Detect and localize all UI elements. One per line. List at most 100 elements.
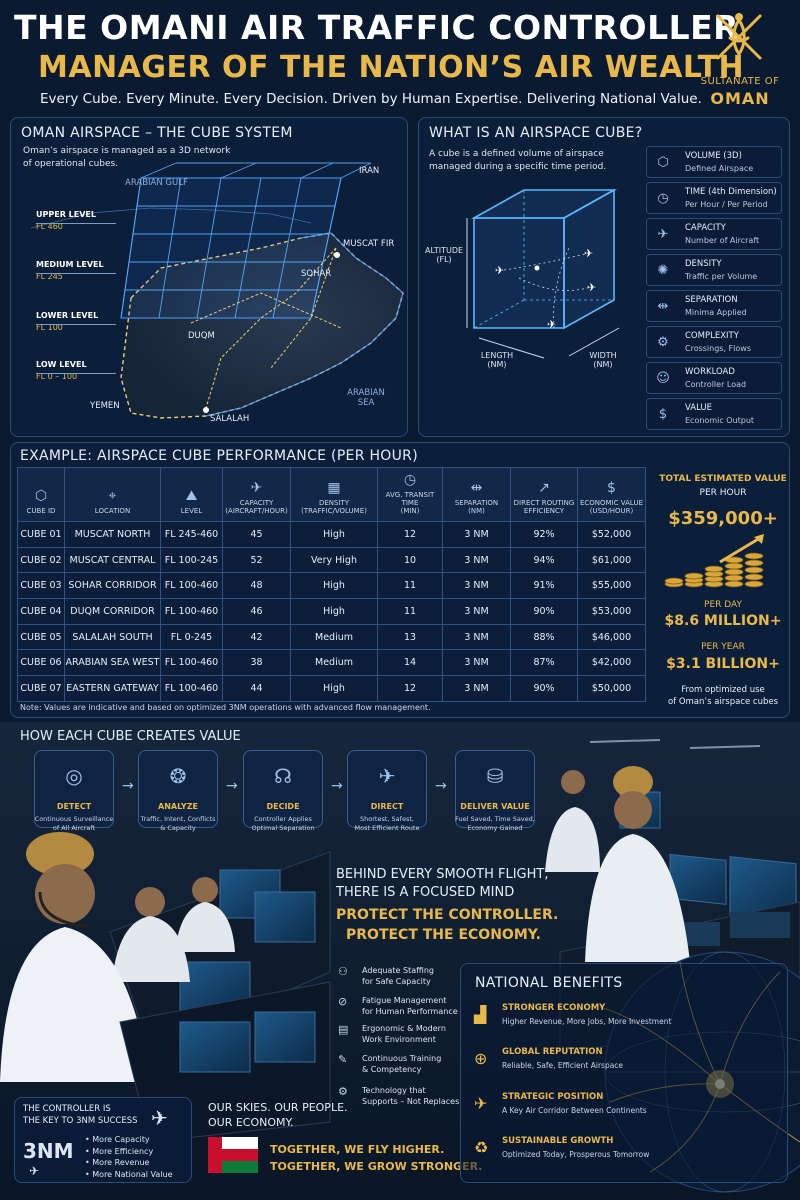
process-step-2: ❂ (138, 750, 218, 828)
process-title: HOW EACH CUBE CREATES VALUE (20, 729, 241, 744)
value-per-year: $3.1 BILLION+ (666, 656, 780, 672)
table-cell: FL 100-460 (160, 649, 223, 677)
process-step-4: ✈ (347, 750, 427, 828)
table-cell: 13 (377, 623, 443, 651)
table-cell: 87% (510, 649, 578, 677)
table-cell: 88% (510, 623, 578, 651)
value-per-day: $8.6 MILLION+ (664, 613, 782, 629)
table-cell: SALALAH SOUTH (64, 623, 161, 651)
key-title-1: THE CONTROLLER IS (23, 1104, 111, 1114)
table-cell: $53,000 (577, 598, 646, 625)
iran-label: IRAN (359, 166, 380, 176)
property-3: ✈ CAPACITY Number of Aircraft (646, 218, 782, 250)
level-low: LOW LEVEL FL 0 – 100 (36, 360, 116, 381)
property-4: ✺ DENSITY Traffic per Volume (646, 254, 782, 286)
table-row: CUBE 06 ARABIAN SEA WEST FL 100-460 38 Mediu… (17, 649, 646, 677)
training-icon: ✎ (338, 1053, 348, 1066)
process-step-desc: Controller Applies Optimal Separation (251, 815, 315, 832)
fatigue-icon: ⊘ (338, 995, 348, 1008)
table-cell: High (290, 572, 378, 600)
clock-icon: ◷ (403, 472, 417, 488)
dollar-icon: $ (658, 407, 668, 422)
process-step-desc: Shortest, Safest, Most Efficient Route (354, 815, 420, 832)
what-is-cube-desc-2: managed during a specific time period. (429, 162, 607, 172)
property-title: WORKLOAD (685, 367, 735, 377)
slogan-2: OUR ECONOMY. (208, 1116, 294, 1129)
table-cell: 42 (222, 623, 291, 651)
property-8: $ VALUE Economic Output (646, 398, 782, 430)
three-nm-label: 3NM (23, 1139, 74, 1163)
slogan-gold-2: TOGETHER, WE GROW STRONGER. (270, 1160, 483, 1173)
table-cell: Medium (290, 623, 378, 651)
key-success-box: THE CONTROLLER IS THE KEY TO 3NM SUCCESS… (14, 1097, 192, 1183)
arrow-right-icon: → (122, 778, 134, 794)
aircraft-icon: ✈ (250, 480, 263, 496)
arrow-right-icon: → (226, 778, 238, 794)
table-cell: FL 100-460 (160, 598, 223, 625)
table-cell: CUBE 03 (17, 572, 65, 600)
protect-economy: PROTECT THE ECONOMY. (346, 927, 541, 943)
table-cell: 12 (377, 675, 443, 702)
network-icon: ⚙ (657, 335, 669, 350)
property-title: CAPACITY (685, 223, 726, 233)
table-cell: 38 (222, 649, 291, 677)
column-header: ✈ CAPACITY (AIRCRAFT/HOUR) (222, 467, 291, 522)
column-header: ◷ AVG. TRANSIT TIME (MIN) (377, 467, 443, 522)
oman-flag-icon (208, 1137, 258, 1173)
cube-system-desc-2: of operational cubes. (23, 159, 119, 169)
table-cell: 3 NM (442, 623, 511, 651)
headset-icon: ☊ (274, 764, 292, 788)
table-row: CUBE 03 SOHAR CORRIDOR FL 100-460 48 High 11 3… (17, 572, 646, 600)
oman-label: OMAN (710, 89, 770, 108)
table-cell: $61,000 (577, 546, 646, 574)
value-footer-2: of Oman’s airspace cubes (667, 697, 779, 707)
process-step-title: DETECT (56, 802, 92, 811)
table-cell: CUBE 06 (17, 649, 65, 677)
arabian-gulf-label: ARABIAN GULF (125, 178, 188, 188)
table-cell: 52 (222, 546, 291, 574)
table-cell: 3 NM (442, 649, 511, 677)
table-cell: 48 (222, 572, 291, 600)
process-step-3: ☊ (243, 750, 323, 828)
performance-title: EXAMPLE: AIRSPACE CUBE PERFORMANCE (PER … (20, 448, 418, 464)
slogan-gold-1: TOGETHER, WE FLY HIGHER. (270, 1143, 445, 1156)
key-title-2: THE KEY TO 3NM SUCCESS (23, 1116, 138, 1126)
process-step-title: ANALYZE (158, 802, 198, 811)
length-axis-label: LENGTH (NM) (480, 351, 514, 369)
table-cell: 92% (510, 521, 578, 548)
separation-icon: ⇹ (657, 299, 669, 314)
table-cell: FL 0-245 (160, 623, 223, 651)
table-cell: 3 NM (442, 546, 511, 574)
aircraft-route-icon: ✈ (378, 764, 396, 788)
protect-line-2: THERE IS A FOCUSED MIND (336, 885, 515, 900)
key-bullet: • More Efficiency (85, 1146, 154, 1156)
table-cell: 90% (510, 598, 578, 625)
protect-controller: PROTECT THE CONTROLLER. (336, 907, 559, 923)
table-cell: $50,000 (577, 675, 646, 702)
process-step-5: ⛁ (455, 750, 535, 828)
benefit-sub: Reliable, Safe, Efficient Airspace (502, 1061, 624, 1070)
table-cell: $46,000 (577, 623, 646, 651)
benefit-title: STRATEGIC POSITION (502, 1092, 604, 1102)
arrow-right-icon: → (435, 778, 447, 794)
coins-growth-icon (664, 534, 764, 588)
process-step-desc: Fuel Saved, Time Saved, Economy Gained (455, 815, 535, 832)
property-title: COMPLEXITY (685, 331, 739, 341)
process-step-title: DECIDE (266, 802, 300, 811)
table-cell: 10 (377, 546, 443, 574)
table-cell: 45 (222, 521, 291, 548)
property-sub: Per Hour / Per Period (685, 200, 768, 209)
benefit-sub: Optimized Today, Prosperous Tomorrow (502, 1150, 650, 1159)
table-cell: High (290, 675, 378, 702)
growth-chart-icon: ▟ (474, 1005, 487, 1024)
what-is-cube-title: WHAT IS AN AIRSPACE CUBE? (429, 125, 643, 141)
table-cell: $42,000 (577, 649, 646, 677)
national-benefits-panel: NATIONAL BENEFITS (460, 963, 788, 1183)
property-sub: Crossings, Flows (685, 344, 751, 353)
table-cell: CUBE 04 (17, 598, 65, 625)
radar-icon: ◎ (65, 764, 83, 788)
radar-icon: ✺ (657, 263, 669, 278)
cube-system-title: OMAN AIRSPACE – THE CUBE SYSTEM (21, 125, 293, 141)
protect-line-1: BEHIND EVERY SMOOTH FLIGHT, (336, 867, 549, 882)
total-value-title: TOTAL ESTIMATED VALUE (659, 474, 787, 484)
